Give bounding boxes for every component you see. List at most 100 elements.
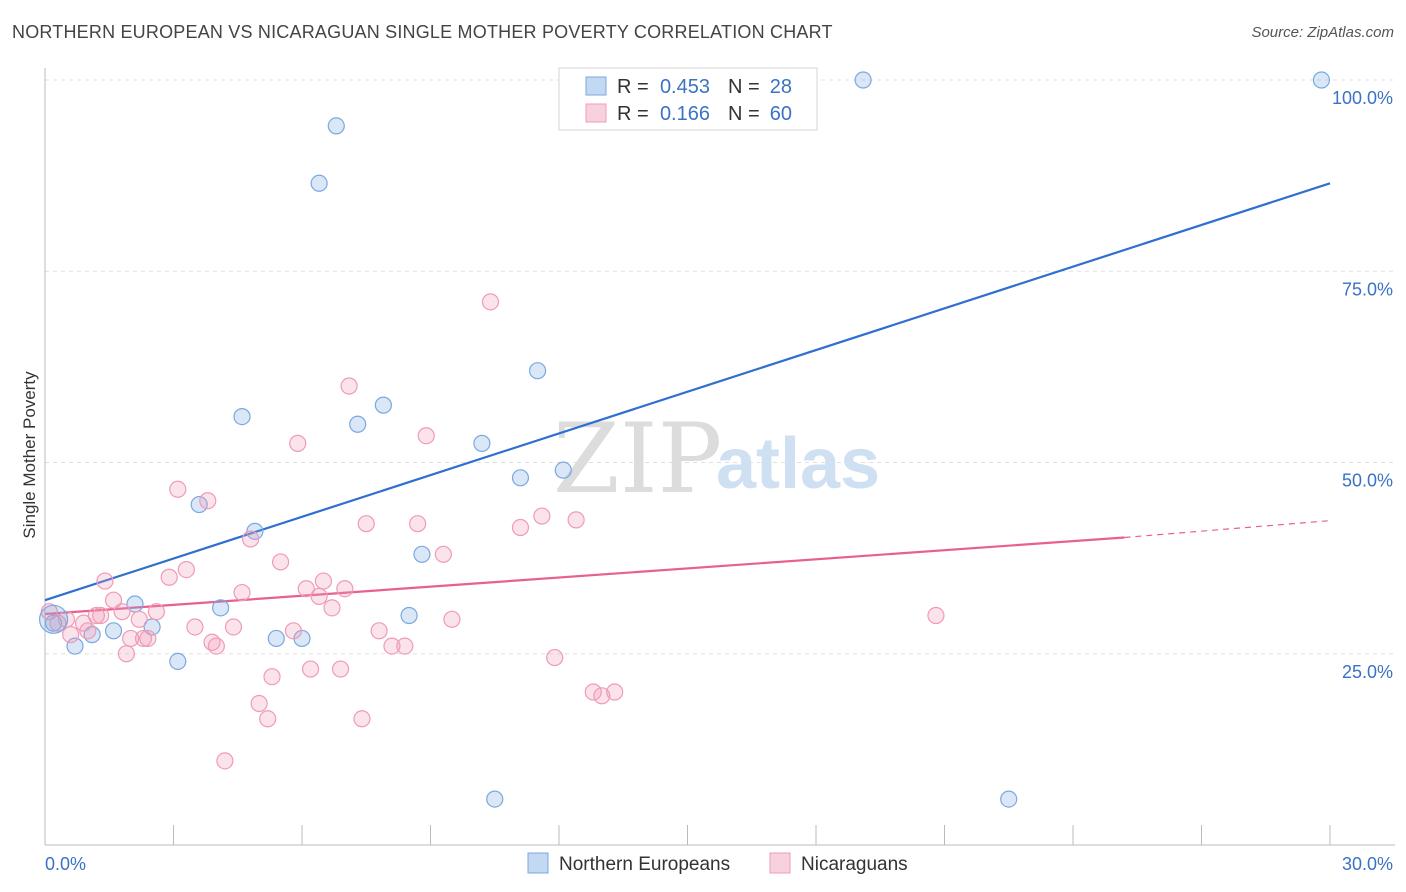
point-nicaraguans — [186, 618, 204, 636]
point-nicaraguans — [443, 610, 461, 628]
bottom-legend-swatch — [527, 852, 549, 874]
watermark-zip: ZIP — [553, 403, 722, 515]
point-northern-europeans — [267, 629, 285, 648]
point-nicaraguans — [481, 293, 500, 311]
point-northern-europeans — [233, 408, 251, 426]
point-northern-europeans — [528, 362, 547, 380]
point-nicaraguans — [169, 480, 187, 498]
point-nicaraguans — [417, 427, 435, 445]
y-axis-label: Single Mother Poverty — [20, 371, 39, 539]
point-nicaraguans — [139, 629, 157, 648]
point-nicaraguans — [79, 622, 97, 640]
point-nicaraguans — [370, 622, 388, 640]
point-nicaraguans — [314, 572, 333, 590]
point-northern-europeans — [190, 495, 208, 514]
point-nicaraguans — [323, 599, 341, 617]
point-northern-europeans — [169, 652, 187, 671]
point-nicaraguans — [357, 515, 375, 533]
point-cluster — [38, 604, 69, 634]
watermark-atlas: atlas — [716, 424, 880, 504]
bottom-legend-label: Nicaraguans — [801, 854, 908, 875]
point-nicaraguans — [62, 626, 80, 644]
point-nicaraguans — [104, 591, 123, 609]
point-nicaraguans — [216, 752, 234, 770]
grid-lines — [45, 79, 1395, 655]
point-nicaraguans — [250, 694, 268, 713]
point-nicaraguans — [87, 606, 106, 625]
point-northern-europeans — [486, 790, 504, 808]
point-nicaraguans — [434, 545, 452, 563]
y-tick-label: 75.0% — [1342, 279, 1393, 299]
trend-lines — [44, 182, 1331, 616]
point-nicaraguans — [593, 687, 611, 705]
point-nicaraguans — [233, 583, 251, 602]
source-note: Source: ZipAtlas.com — [1251, 24, 1394, 41]
point-nicaraguans — [134, 629, 153, 648]
point-nicaraguans — [353, 710, 371, 728]
point-nicaraguans — [199, 492, 217, 510]
point-nicaraguans — [177, 560, 195, 579]
tick-labels: 25.0% 50.0% 75.0% 100.0% 0.0% 30.0% — [45, 88, 1393, 874]
point-northern-europeans — [1000, 790, 1018, 808]
point-northern-europeans — [511, 469, 530, 487]
point-nicaraguans — [336, 580, 354, 598]
trend-line-nicaraguans-extension — [1124, 520, 1331, 539]
x-tick-label: 30.0% — [1342, 854, 1393, 874]
point-nicaraguans — [383, 637, 401, 655]
y-tick-label: 25.0% — [1342, 662, 1393, 682]
point-nicaraguans — [49, 614, 67, 632]
point-nicaraguans — [511, 518, 530, 537]
point-nicaraguans — [606, 683, 624, 701]
point-nicaraguans — [113, 603, 131, 621]
point-nicaraguans — [331, 660, 350, 678]
point-northern-europeans — [374, 396, 392, 414]
legend-n-label: N = — [728, 76, 760, 98]
bottom-legend-swatch — [769, 852, 791, 874]
legend-r-value: 0.453 — [660, 76, 710, 98]
legend-swatch — [585, 76, 607, 96]
point-nicaraguans — [301, 660, 320, 678]
point-nicaraguans — [242, 530, 260, 548]
point-nicaraguans — [340, 377, 358, 395]
point-nicaraguans — [567, 511, 585, 529]
point-nicaraguans — [396, 637, 414, 655]
bottom-legend: Northern Europeans Nicaraguans — [527, 852, 908, 875]
point-nicaraguans — [297, 580, 315, 598]
point-nicaraguans — [263, 668, 281, 686]
point-nicaraguans — [584, 683, 602, 701]
point-nicaraguans — [259, 710, 277, 728]
point-nicaraguans — [284, 622, 303, 640]
legend-n-label: N = — [728, 103, 760, 125]
point-northern-europeans — [327, 117, 345, 135]
legend-n-value: 28 — [770, 76, 792, 98]
point-northern-europeans — [1312, 71, 1331, 89]
data-points — [38, 71, 1331, 808]
point-nicaraguans — [96, 572, 114, 590]
point-nicaraguans — [117, 645, 135, 663]
point-northern-europeans — [413, 545, 431, 563]
point-northern-europeans — [349, 415, 367, 433]
y-tick-label: 50.0% — [1342, 471, 1393, 491]
point-nicaraguans — [927, 606, 945, 625]
trend-line-northern-europeans — [44, 182, 1331, 602]
axes — [44, 68, 1395, 846]
point-nicaraguans — [224, 618, 243, 636]
point-northern-europeans — [554, 461, 572, 479]
point-nicaraguans — [147, 603, 165, 621]
legend-r-value: 0.166 — [660, 103, 710, 125]
legend-box: R = 0.453 N = 28 R = 0.166 N = 60 — [558, 67, 818, 131]
legend-swatch — [585, 103, 607, 123]
trend-line-nicaraguans — [44, 536, 1125, 616]
point-nicaraguans — [533, 507, 551, 525]
point-northern-europeans — [473, 434, 491, 452]
legend-r-label: R = — [617, 76, 649, 98]
point-northern-europeans — [854, 71, 872, 89]
legend-r-label: R = — [617, 103, 649, 125]
point-nicaraguans — [271, 553, 290, 571]
point-nicaraguans — [409, 515, 427, 533]
point-northern-europeans — [400, 606, 418, 625]
point-nicaraguans — [310, 587, 328, 605]
point-nicaraguans — [130, 610, 148, 628]
watermark: ZIP atlas — [553, 403, 880, 515]
